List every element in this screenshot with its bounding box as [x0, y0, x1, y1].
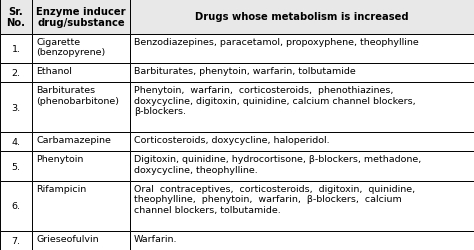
Text: Carbamazepine: Carbamazepine — [36, 136, 111, 145]
Text: Rifampicin: Rifampicin — [36, 184, 86, 193]
Text: 7.: 7. — [12, 236, 20, 245]
Bar — [32, 64, 130, 83]
Bar — [130, 152, 474, 181]
Text: Sr.
No.: Sr. No. — [7, 6, 26, 28]
Bar — [32, 0, 130, 34]
Text: Barbiturates
(phenobarbitone): Barbiturates (phenobarbitone) — [36, 86, 119, 105]
Text: 4.: 4. — [12, 138, 20, 147]
Bar — [0, 152, 32, 181]
Bar — [130, 83, 474, 133]
Text: 6.: 6. — [12, 202, 20, 210]
Text: 3.: 3. — [11, 103, 21, 112]
Bar — [130, 181, 474, 231]
Bar — [0, 181, 32, 231]
Bar — [32, 34, 130, 64]
Text: Barbiturates, phenytoin, warfarin, tolbutamide: Barbiturates, phenytoin, warfarin, tolbu… — [134, 67, 356, 76]
Bar — [130, 231, 474, 250]
Text: Corticosteroids, doxycycline, haloperidol.: Corticosteroids, doxycycline, haloperido… — [134, 136, 330, 145]
Text: Digitoxin, quinidine, hydrocortisone, β-blockers, methadone,
doxycycline, theoph: Digitoxin, quinidine, hydrocortisone, β-… — [134, 155, 421, 174]
Text: Grieseofulvin: Grieseofulvin — [36, 234, 99, 243]
Bar — [32, 133, 130, 152]
Text: Oral  contraceptives,  corticosteroids,  digitoxin,  quinidine,
theophylline,  p: Oral contraceptives, corticosteroids, di… — [134, 184, 415, 214]
Bar — [0, 0, 32, 34]
Bar — [32, 181, 130, 231]
Text: Ethanol: Ethanol — [36, 67, 72, 76]
Bar — [32, 83, 130, 133]
Bar — [0, 64, 32, 83]
Bar — [0, 83, 32, 133]
Text: Benzodiazepines, paracetamol, propoxyphene, theophylline: Benzodiazepines, paracetamol, propoxyphe… — [134, 38, 419, 46]
Bar — [130, 34, 474, 64]
Bar — [130, 64, 474, 83]
Bar — [0, 133, 32, 152]
Text: Phenytoin: Phenytoin — [36, 155, 83, 164]
Bar — [130, 0, 474, 34]
Bar — [0, 231, 32, 250]
Text: 5.: 5. — [12, 162, 20, 171]
Bar — [0, 34, 32, 64]
Text: Drugs whose metabolism is increased: Drugs whose metabolism is increased — [195, 12, 409, 22]
Bar — [32, 231, 130, 250]
Text: Cigarette
(benzopyrene): Cigarette (benzopyrene) — [36, 38, 105, 57]
Text: Enzyme inducer
drug/substance: Enzyme inducer drug/substance — [36, 6, 126, 28]
Bar — [130, 133, 474, 152]
Text: 1.: 1. — [12, 44, 20, 54]
Text: Phenytoin,  warfarin,  corticosteroids,  phenothiazines,
doxycycline, digitoxin,: Phenytoin, warfarin, corticosteroids, ph… — [134, 86, 416, 116]
Text: Warfarin.: Warfarin. — [134, 234, 178, 243]
Bar — [32, 152, 130, 181]
Text: 2.: 2. — [12, 69, 20, 78]
